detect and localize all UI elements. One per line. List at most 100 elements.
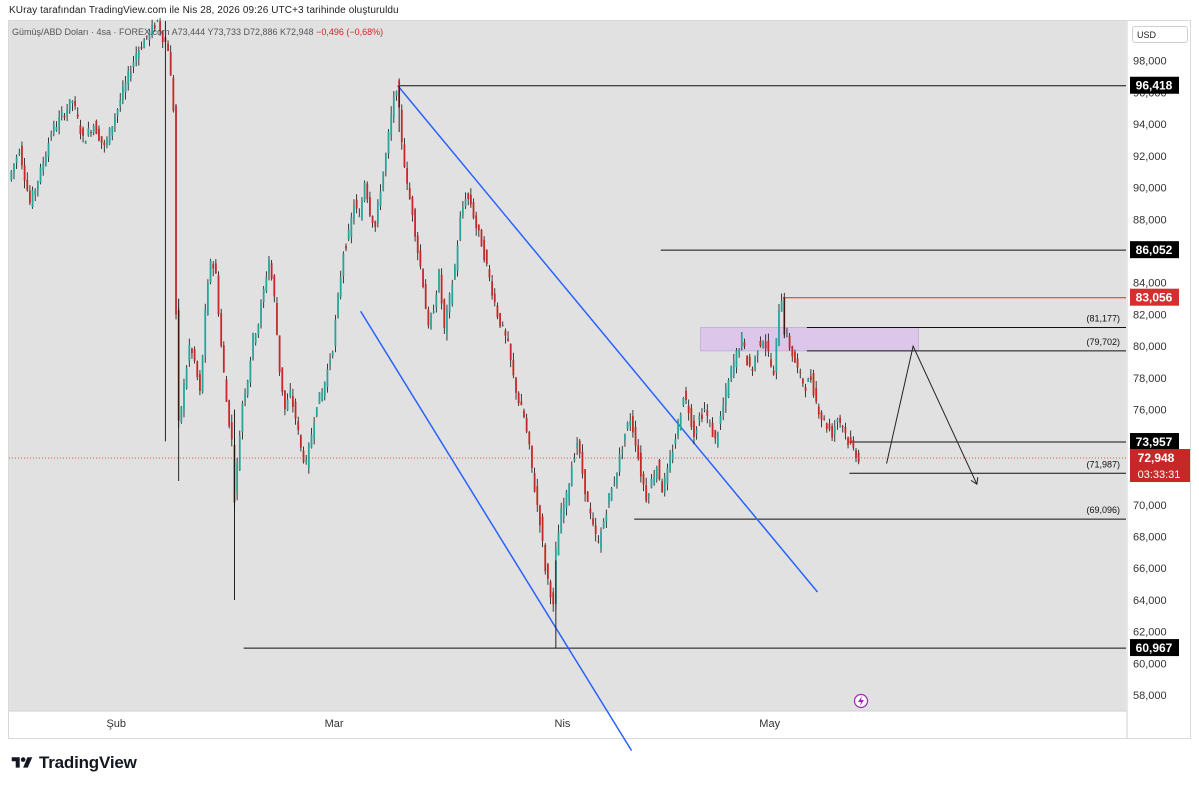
candles: [10, 17, 860, 649]
candle-body: [143, 40, 146, 49]
candle-body: [586, 491, 589, 502]
plot-background: [9, 21, 1126, 711]
candle-body: [597, 541, 600, 543]
candle-body: [504, 330, 507, 336]
candle-body: [82, 128, 84, 136]
candle-body: [626, 422, 629, 429]
candle-body: [501, 324, 504, 326]
candle-body: [175, 105, 177, 315]
candle-body: [281, 367, 284, 392]
level-price-tag: [1130, 76, 1179, 94]
candle-body: [323, 382, 326, 397]
candle-body: [225, 379, 228, 402]
candle-body: [302, 450, 305, 462]
candle-body: [456, 245, 459, 271]
y-tick-label: 78,000: [1133, 373, 1167, 385]
level-price-tag: [1130, 288, 1179, 306]
candle-body: [135, 53, 138, 61]
candle-body: [214, 263, 217, 274]
candle-body: [578, 440, 581, 454]
candle-body: [254, 334, 257, 343]
candle-body: [443, 299, 446, 329]
y-tick-label: 84,000: [1133, 278, 1167, 290]
candle-body: [408, 187, 411, 200]
candle-body: [376, 202, 379, 224]
level-value-label: (71,987): [1086, 459, 1120, 469]
candle-body: [305, 459, 308, 463]
candle-body: [560, 507, 563, 533]
supply-zone: [700, 327, 919, 352]
candle-body: [454, 266, 456, 279]
y-tick-label: 80,000: [1133, 341, 1167, 353]
candle-body: [485, 249, 488, 265]
symbol-legend: Gümüş/ABD Doları · 4sa · FOREX.com A73,4…: [12, 27, 383, 37]
candle-body: [414, 209, 416, 237]
candle-body: [724, 388, 727, 406]
legend-low: D72,886: [243, 27, 278, 37]
candle-body: [430, 314, 432, 329]
candle-body: [268, 259, 270, 274]
currency-selector[interactable]: USD: [1132, 26, 1188, 43]
candle-body: [775, 338, 778, 373]
candle-body: [148, 31, 151, 41]
candle-body: [655, 466, 658, 479]
candle-body: [326, 369, 329, 388]
candle-body: [722, 404, 725, 416]
candle-body: [467, 193, 470, 200]
candle-body: [100, 136, 103, 143]
candle-body: [363, 182, 366, 201]
candle-body: [161, 30, 164, 43]
tradingview-logo[interactable]: TradingView: [10, 753, 137, 773]
candle-body: [616, 472, 618, 484]
candle-body: [121, 87, 124, 101]
candle-body: [480, 229, 483, 247]
candle-body: [297, 421, 300, 431]
candle-body: [602, 521, 605, 529]
candle-body: [156, 20, 159, 22]
candle-body: [286, 399, 289, 411]
candle-body: [645, 484, 648, 501]
candle-body: [318, 392, 321, 404]
candle-body: [695, 429, 698, 434]
candle-body: [440, 274, 443, 304]
legend-open: A73,444: [171, 27, 206, 37]
candle-body: [754, 356, 756, 369]
candle-body: [183, 383, 185, 410]
candle-body: [600, 531, 602, 549]
candle-body: [809, 376, 812, 380]
candle-body: [839, 417, 841, 423]
candle-body: [605, 514, 608, 522]
legend-close: K72,948: [280, 27, 314, 37]
candle-body: [369, 197, 371, 216]
tradingview-logo-icon: [11, 757, 33, 768]
candle-body: [119, 100, 122, 107]
candle-body: [594, 525, 597, 534]
candle-body: [185, 367, 188, 389]
candle-body: [549, 581, 552, 598]
candle-body: [238, 435, 241, 471]
candle-body: [129, 73, 132, 78]
candle-body: [671, 452, 674, 460]
candle-body: [634, 426, 637, 446]
candle-body: [743, 342, 746, 347]
legend-symbol: Gümüş/ABD Doları · 4sa · FOREX.com: [12, 27, 170, 37]
level-price-label: 60,967: [1136, 641, 1173, 655]
candle-body: [520, 401, 523, 406]
candle-body: [719, 415, 722, 425]
candle-body: [786, 333, 788, 335]
candle-body: [315, 407, 318, 416]
candle-body: [236, 462, 239, 493]
candle-body: [613, 483, 616, 486]
candle-body: [714, 430, 717, 439]
candle-body: [507, 338, 509, 341]
x-tick-label: May: [759, 718, 780, 730]
candle-body: [629, 420, 632, 426]
candle-body: [90, 132, 92, 134]
candle-body: [823, 418, 826, 420]
candle-body: [201, 355, 204, 393]
candle-body: [379, 191, 382, 206]
legend-change: −0,496 (−0,68%): [316, 27, 384, 37]
candle-body: [799, 371, 802, 373]
candle-body: [58, 117, 61, 127]
